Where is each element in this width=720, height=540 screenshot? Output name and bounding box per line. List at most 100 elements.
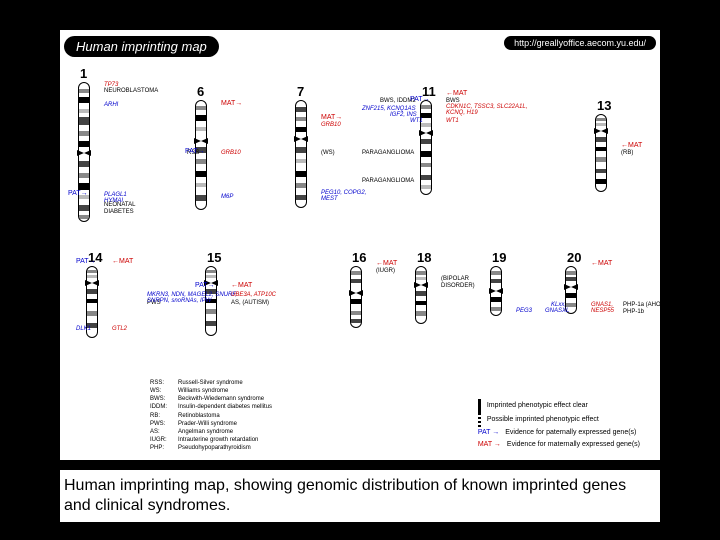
chromosome-number: 15 bbox=[207, 250, 221, 265]
chromosome-ideogram bbox=[565, 266, 577, 314]
chromosome-ideogram bbox=[350, 266, 362, 328]
legend-abbr: WS: bbox=[150, 387, 178, 395]
chromosome-band bbox=[421, 139, 431, 144]
chromosome-16: 16(IUGR)←MAT bbox=[350, 266, 362, 328]
chromosome-19: 19PEG3 bbox=[490, 266, 502, 316]
chromosome-band bbox=[296, 147, 306, 153]
legend-marker-icon bbox=[478, 399, 481, 413]
expression-arrow: ←MAT bbox=[376, 260, 397, 267]
caption: Human imprinting map, showing genomic di… bbox=[60, 470, 660, 522]
chromosome-band bbox=[196, 171, 206, 177]
gene-label: NESP55 bbox=[591, 308, 614, 314]
legend-marker-icon bbox=[478, 413, 481, 427]
legend-syndrome-row: BWS:Beckwith-Wiedemann syndrome bbox=[150, 395, 272, 403]
legend-marker-icon: MAT → bbox=[478, 439, 501, 452]
syndrome-label: DIABETES bbox=[104, 209, 134, 215]
chromosome-ideogram bbox=[415, 266, 427, 324]
chromosome-band bbox=[87, 270, 97, 273]
gene-label: GNASXL bbox=[545, 308, 569, 314]
figure-title: Human imprinting map bbox=[64, 36, 219, 57]
expression-arrow: PAT→ bbox=[76, 258, 96, 265]
chromosome-band bbox=[491, 307, 501, 311]
chromosome-band bbox=[491, 279, 501, 283]
centromere bbox=[77, 150, 91, 156]
chromosome-band bbox=[351, 299, 361, 304]
chromosome-7: 7MAT→GRB10(WS)PEG10, COPG2,MEST bbox=[295, 100, 307, 208]
legend-evidence-row: MAT →Evidence for maternally expressed g… bbox=[478, 439, 640, 452]
chromosome-band bbox=[79, 183, 89, 190]
chromosome-14: 14PAT→←MATDLK1GTL2 bbox=[86, 266, 98, 338]
chromosome-band bbox=[416, 277, 426, 280]
chromosome-band bbox=[79, 109, 89, 113]
centromere bbox=[594, 128, 608, 134]
legend-evidence: Imprinted phenotypic effect clearPossibl… bbox=[478, 399, 640, 452]
expression-arrow: ←MAT bbox=[112, 258, 133, 265]
legend-abbr: RB: bbox=[150, 412, 178, 420]
syndrome-label: (RB) bbox=[621, 150, 633, 156]
chromosome-band bbox=[596, 179, 606, 184]
chromosome-band bbox=[421, 175, 431, 180]
legend-name: Angelman syndrome bbox=[178, 428, 233, 436]
chromosome-band bbox=[596, 123, 606, 126]
chromosome-number: 1 bbox=[80, 66, 87, 81]
expression-arrow: MAT→ bbox=[221, 100, 242, 107]
chromosome-band bbox=[79, 173, 89, 178]
centromere bbox=[419, 130, 433, 136]
legend-name: Pseudohypoparathyroidism bbox=[178, 444, 251, 452]
chromosome-band bbox=[196, 195, 206, 201]
legend-syndrome-row: PHP:Pseudohypoparathyroidism bbox=[150, 444, 272, 452]
legend-syndrome-row: RSS:Russell-Silver syndrome bbox=[150, 379, 272, 387]
legend-syndrome-row: RB:Retinoblastoma bbox=[150, 412, 272, 420]
chromosome-band bbox=[596, 137, 606, 142]
centromere bbox=[294, 136, 308, 142]
legend-name: Insulin-dependent diabetes mellitus bbox=[178, 403, 272, 411]
gene-label: KCNQ, H19 bbox=[446, 110, 478, 116]
chromosome-band bbox=[351, 311, 361, 315]
legend-syndromes: RSS:Russell-Silver syndromeWS:Williams s… bbox=[150, 379, 272, 452]
chromosome-band bbox=[491, 271, 501, 275]
chromosome-number: 20 bbox=[567, 250, 581, 265]
chromosome-band bbox=[296, 159, 306, 163]
syndrome-label: PARAGANGLIOMA bbox=[362, 150, 414, 156]
syndrome-label: PHP-1a (AHO) bbox=[623, 302, 663, 308]
syndrome-label: (BIPOLAR bbox=[441, 276, 469, 282]
chromosome-band bbox=[206, 309, 216, 314]
gene-label: PEG3 bbox=[516, 308, 532, 314]
chromosome-number: 16 bbox=[352, 250, 366, 265]
centromere bbox=[194, 138, 208, 144]
slide: Human imprinting map http://greallyoffic… bbox=[0, 0, 720, 540]
chromosome-band bbox=[416, 311, 426, 316]
chromosome-band bbox=[296, 117, 306, 121]
gene-label: DLK1 bbox=[76, 326, 91, 332]
syndrome-label: PHP-1b bbox=[623, 309, 644, 315]
chromosome-band bbox=[79, 215, 89, 219]
centromere bbox=[564, 284, 578, 290]
chromosome-6: 6MAT→RSSGRB10M6PPAT→ bbox=[195, 100, 207, 210]
legend-name: Williams syndrome bbox=[178, 387, 228, 395]
chromosome-20: 20←MATKLxx,GNASXLGNAS1,NESP55PHP-1a (AHO… bbox=[565, 266, 577, 314]
chromosome-band bbox=[79, 117, 89, 125]
chromosome-number: 7 bbox=[297, 84, 304, 99]
chromosome-11: 11BWS, IDDM2ZNF215, KCNQ1ASIGF2, INSWT1B… bbox=[420, 100, 432, 195]
expression-arrow: PAT→ bbox=[68, 190, 88, 197]
chromosome-band bbox=[416, 271, 426, 275]
chromosome-band bbox=[421, 105, 431, 109]
chromosome-number: 18 bbox=[417, 250, 431, 265]
legend-name: Intrauterine growth retardation bbox=[178, 436, 258, 444]
chromosome-band bbox=[79, 131, 89, 136]
centromere bbox=[349, 290, 363, 296]
chromosome-band bbox=[79, 161, 89, 167]
chromosome-band bbox=[79, 205, 89, 211]
chromosome-band bbox=[296, 107, 306, 112]
legend-syndrome-row: IUGR:Intrauterine growth retardation bbox=[150, 436, 272, 444]
gene-label: TP73 bbox=[104, 82, 118, 88]
gene-label: WT1 bbox=[446, 118, 459, 124]
chromosome-number: 13 bbox=[597, 98, 611, 113]
expression-arrow: ←MAT bbox=[446, 90, 467, 97]
legend-name: Retinoblastoma bbox=[178, 412, 220, 420]
chromosome-band bbox=[196, 127, 206, 131]
gene-label: WT1 bbox=[410, 118, 423, 124]
expression-arrow: ←MAT bbox=[231, 282, 252, 289]
legend-abbr: IUGR: bbox=[150, 436, 178, 444]
legend-syndrome-row: AS:Angelman syndrome bbox=[150, 428, 272, 436]
